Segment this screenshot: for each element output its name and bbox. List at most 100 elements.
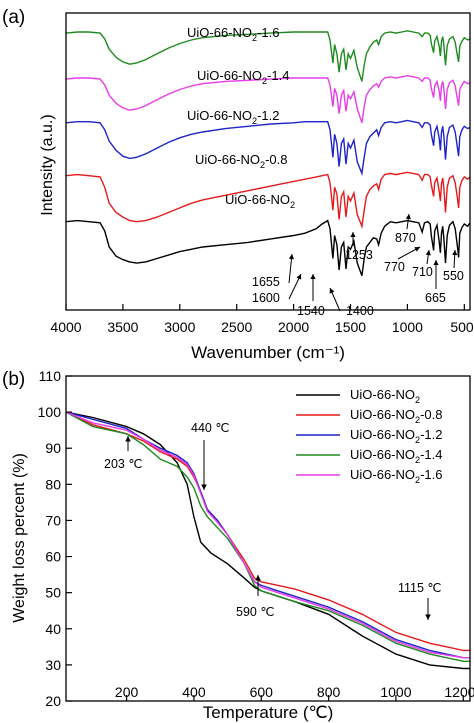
series-name-suffix: -1.2	[257, 108, 279, 123]
x-tick-label: 3000	[164, 319, 195, 335]
peak-label-1253: 1253	[345, 248, 373, 262]
series-label-3: UiO-66-NO2-0.8	[195, 152, 287, 170]
legend-label-2: UiO-66-NO2-1.2	[350, 427, 442, 445]
series-name-main: UiO-66-NO	[187, 25, 252, 40]
series-label-4: UiO-66-NO2	[225, 192, 295, 210]
x-tick-label: 4000	[50, 319, 81, 335]
peak-label-870: 870	[395, 231, 416, 245]
series-name-subscript: 2	[290, 200, 295, 210]
peak-arrowhead-1253	[350, 232, 356, 237]
x-tick-label: 2000	[278, 319, 309, 335]
peak-arrowhead-870	[405, 214, 411, 220]
panel-b-x-axis-ticks: 200 400 600 800 1000 1200	[115, 684, 474, 701]
x-tick-label: 1200	[444, 684, 474, 700]
panel-a-series-lines	[65, 30, 471, 277]
panel-a-y-axis-label: Intensity (a.u.)	[39, 114, 56, 215]
panel-a-peak-annotations: 1655 1600 1540 1400 1253 870 770 710 665 550	[252, 213, 464, 318]
y-tick-label: 50	[45, 585, 61, 601]
y-tick-label: 70	[45, 512, 61, 528]
panel-a-label: (a)	[2, 7, 25, 28]
series-label-1: UiO-66-NO2-1.4	[197, 68, 289, 86]
y-tick-label: 20	[45, 693, 61, 709]
panel-b-y-axis-label: Weight loss percent (%)	[11, 453, 28, 623]
series-line-3	[65, 74, 471, 124]
temperature-label-1: 440 ℃	[191, 421, 229, 435]
series-name-subscript: 2	[415, 455, 420, 465]
series-name-suffix: -1.6	[420, 467, 442, 482]
series-name-subscript: 2	[415, 475, 420, 485]
peak-arrowhead-1400	[329, 288, 335, 294]
series-line-4	[65, 30, 471, 82]
series-name-main: UiO-66-NO	[350, 427, 415, 442]
x-tick-label: 1500	[335, 319, 366, 335]
y-tick-label: 100	[38, 404, 62, 420]
peak-arrowhead-665	[433, 260, 439, 265]
series-name-suffix: -0.8	[265, 152, 287, 167]
series-name-subscript: 2	[252, 33, 257, 43]
panel-a-plot-frame	[65, 12, 471, 311]
temperature-label-3: 1115 ℃	[398, 581, 441, 595]
panel-b-temperature-annotations: 203 ℃ 440 ℃ 590 ℃ 1115 ℃	[104, 421, 441, 620]
legend-label-1: UiO-66-NO2-0.8	[350, 407, 442, 425]
x-tick-label: 200	[115, 684, 139, 700]
series-name-suffix: -1.4	[420, 447, 442, 462]
series-name-main: UiO-66-NO	[350, 447, 415, 462]
series-name-main: UiO-66-NO	[350, 407, 415, 422]
peak-arrowhead-1540	[310, 274, 316, 279]
series-name-main: UiO-66-NO	[197, 68, 262, 83]
legend-label-3: UiO-66-NO2-1.4	[350, 447, 442, 465]
series-label-0: UiO-66-NO2-1.6	[187, 25, 279, 43]
x-tick-label: 500	[450, 319, 474, 335]
x-tick-label: 3500	[107, 319, 138, 335]
legend-label-0: UiO-66-NO2	[350, 387, 420, 405]
panel-b-x-axis-label: Temperature (℃)	[203, 703, 334, 722]
temperature-label-2: 590 ℃	[236, 605, 274, 619]
x-tick-label: 800	[317, 684, 341, 700]
panel-b-plot-frame	[65, 375, 471, 702]
series-name-subscript: 2	[415, 395, 420, 405]
series-name-subscript: 2	[262, 76, 267, 86]
series-name-subscript: 2	[260, 160, 265, 170]
peak-label-770: 770	[384, 260, 405, 274]
panel-a-x-axis-label: Wavenumber (cm⁻¹)	[191, 343, 345, 362]
temperature-label-0: 203 ℃	[104, 457, 142, 471]
peak-label-1600: 1600	[252, 291, 280, 305]
panel-a-x-axis-ticks: 4000 3500 3000 2500 2000 1500 1000 500	[50, 304, 474, 335]
peak-label-1400: 1400	[346, 304, 374, 318]
peak-arrowhead-1655	[288, 254, 295, 260]
peak-arrowhead-770	[414, 247, 420, 252]
peak-arrowhead-550	[452, 250, 458, 256]
panel-a-series-labels: UiO-66-NO2-1.6UiO-66-NO2-1.4UiO-66-NO2-1…	[187, 25, 295, 210]
series-line-2	[65, 119, 471, 177]
panel-b-y-axis-ticks: 20 30 40 50 60 70 80 90 100 110	[38, 368, 72, 709]
series-name-suffix: -1.2	[420, 427, 442, 442]
temperature-arrowhead-2	[255, 575, 261, 581]
x-tick-label: 1000	[392, 319, 423, 335]
series-name-suffix: -1.6	[257, 25, 279, 40]
series-name-main: UiO-66-NO	[350, 387, 415, 402]
panel-a-ftir-chart: (a) UiO-66-NO2-1.6UiO-66-NO2-1.4UiO-66-N…	[2, 7, 474, 362]
peak-label-665: 665	[425, 291, 446, 305]
x-tick-label: 400	[182, 684, 206, 700]
series-name-subscript: 2	[252, 116, 257, 126]
tga-series-line-3	[65, 411, 470, 662]
peak-arrowhead-1600	[296, 274, 302, 280]
temperature-arrowhead-3	[425, 614, 431, 620]
y-tick-label: 110	[39, 368, 62, 384]
y-tick-label: 30	[45, 657, 61, 673]
y-tick-label: 80	[45, 476, 61, 492]
peak-label-710: 710	[412, 265, 433, 279]
y-tick-label: 90	[45, 440, 61, 456]
series-name-main: UiO-66-NO	[187, 108, 252, 123]
series-line-0	[65, 219, 471, 277]
series-name-main: UiO-66-NO	[350, 467, 415, 482]
panel-b-label: (b)	[2, 369, 25, 390]
y-tick-label: 40	[45, 621, 61, 637]
peak-label-1540: 1540	[297, 304, 325, 318]
series-name-suffix: -0.8	[420, 407, 442, 422]
x-tick-label: 1000	[380, 684, 411, 700]
peak-arrowhead-710	[425, 250, 431, 256]
panel-b-series-lines	[65, 411, 470, 670]
